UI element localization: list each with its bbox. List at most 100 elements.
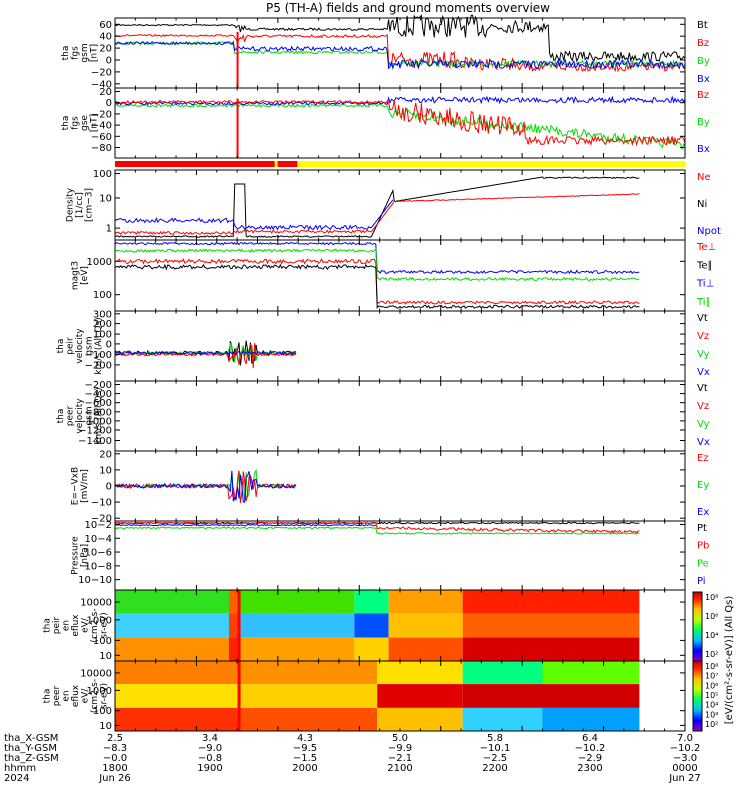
x-tick-label: −2.5	[483, 753, 507, 764]
y-axis-label-line: peer	[52, 685, 62, 706]
series-bz	[114, 33, 686, 73]
y-tick-label: 10	[99, 194, 112, 205]
y-axis-label: tha peer velocity gsm km/s (All Qs)	[56, 387, 104, 444]
colorbar-tick-label: 10⁷	[705, 672, 718, 681]
spectrogram-cell	[240, 661, 378, 685]
spectrogram-cell	[115, 637, 229, 661]
x-tick-label: −0.0	[103, 753, 127, 764]
y-tick-label: 300	[93, 309, 112, 320]
panel-frame	[114, 310, 686, 382]
legend-Pb: Pb	[697, 541, 709, 552]
y-tick-label: 10	[99, 651, 112, 662]
y-axis-label: tha peir en eflux eV/(cm2-s-sr-eV)	[43, 608, 110, 642]
y-tick-label: −10	[91, 498, 112, 509]
y-tick-label: 20	[99, 87, 112, 98]
x-tick-label: 1800	[102, 763, 127, 774]
x-tick-label: −1.5	[293, 753, 317, 764]
legend-Bx: Bx	[697, 144, 710, 155]
y-axis-label-line: [mV/m]	[80, 469, 90, 503]
legend-Te∥: Te∥	[696, 260, 713, 271]
series-pe	[114, 526, 640, 535]
series-bx	[114, 95, 686, 106]
y-axis-label-line: fgs	[70, 46, 80, 60]
y-tick-label: 100	[93, 706, 112, 717]
y-tick-label: −20	[91, 109, 112, 120]
spectrogram-cell	[542, 707, 640, 731]
series-ne	[114, 193, 640, 236]
x-tick-label: −10.2	[575, 743, 606, 754]
y-axis-label: Density [1/cc] [cm−3]	[66, 187, 95, 222]
y-tick-label: 100	[93, 169, 112, 180]
x-tick-label: −9.9	[388, 743, 412, 754]
x-tick-label: 2000	[292, 763, 317, 774]
y-axis-label: tha peir velocity gsm km/s (All Qs)	[56, 317, 104, 374]
legend-Vz: Vz	[697, 331, 709, 342]
y-axis-label-line: eflux	[71, 684, 81, 707]
spectrogram-cell	[115, 661, 241, 685]
spectrogram-cell	[377, 707, 463, 731]
y-tick-label: −1200	[78, 426, 112, 437]
y-axis-label-line: velocity	[75, 398, 85, 434]
spectrogram-cell	[542, 684, 640, 708]
spectrogram-cell	[240, 684, 378, 708]
y-axis-label-line: tha	[43, 689, 53, 704]
y-axis-label-line: eflux	[71, 614, 81, 637]
series-tepar	[114, 263, 640, 310]
legend-Vx: Vx	[697, 437, 710, 448]
spectrogram-cell	[240, 590, 355, 614]
x-tick-label: −0.8	[198, 753, 222, 764]
y-axis-label-line: en	[62, 690, 72, 701]
colorbar-label: [eV/(cm²-s-sr-eV)] (All Qs)	[724, 596, 735, 725]
y-axis-label-line: fgs	[70, 116, 80, 130]
x-tick-label: −2.1	[388, 753, 412, 764]
y-axis-label: tha fgs gsm [nT]	[61, 43, 100, 62]
y-tick-label: −1400	[78, 436, 112, 447]
colorbar-tick-label: 10⁴	[705, 701, 718, 710]
x-tick-label: −10.2	[670, 743, 701, 754]
x-tick-label: −2.9	[578, 753, 602, 764]
legend-By: By	[697, 117, 710, 128]
spectrogram-cell	[229, 590, 241, 614]
legend-Ex: Ex	[697, 507, 709, 518]
legend-Ti∥: Ti∥	[696, 297, 711, 308]
x-tick-label: 3.4	[202, 733, 218, 744]
colorbar-label-text: [eV/(cm²-s-sr-eV)] (All Qs)	[724, 596, 735, 725]
spectrogram-spike	[237, 661, 241, 731]
spectrogram-cell	[462, 590, 640, 614]
legend-Vz: Vz	[697, 401, 709, 412]
legend-Ez: Ez	[697, 453, 709, 464]
x-tick-label: 4.3	[297, 733, 313, 744]
y-tick-label: 1000	[87, 686, 112, 697]
legend-Ey: Ey	[697, 480, 709, 491]
y-axis-label-line: eV/	[81, 688, 91, 704]
legend-Ti⊥: Ti⊥	[696, 279, 714, 290]
x-tick-label: 2100	[387, 763, 412, 774]
series-bx	[114, 40, 686, 71]
legend-Bt: Bt	[697, 20, 708, 31]
series-vz	[114, 343, 297, 369]
y-tick-label: −800	[85, 407, 112, 418]
colorbar-tick-label: 10⁸	[705, 662, 718, 671]
y-axis-label-line: peir	[66, 337, 76, 355]
colorbar-tick-label: 10²	[705, 650, 718, 659]
y-tick-label: 100	[93, 330, 112, 341]
legend-By: By	[697, 56, 710, 67]
y-tick-label: 100	[93, 290, 112, 301]
y-tick-label: −1000	[78, 416, 112, 427]
x-row-label: tha_Y-GSM	[4, 743, 57, 754]
x-tick-label: −10.1	[480, 743, 511, 754]
panel-frame	[114, 169, 686, 241]
spectrogram-cell	[462, 684, 543, 708]
spectrogram-cell	[388, 637, 463, 661]
y-axis-label-line: en	[62, 620, 72, 631]
y-tick-label: 1000	[87, 257, 112, 268]
series-bz	[114, 99, 686, 147]
series-npot	[114, 199, 394, 231]
colorbar	[692, 660, 703, 732]
spectrogram-cell	[229, 637, 241, 661]
x-tick-label: −3.0	[673, 753, 697, 764]
y-tick-label: −200	[85, 380, 112, 391]
y-axis-label: Pressure [nPa]	[70, 536, 90, 575]
